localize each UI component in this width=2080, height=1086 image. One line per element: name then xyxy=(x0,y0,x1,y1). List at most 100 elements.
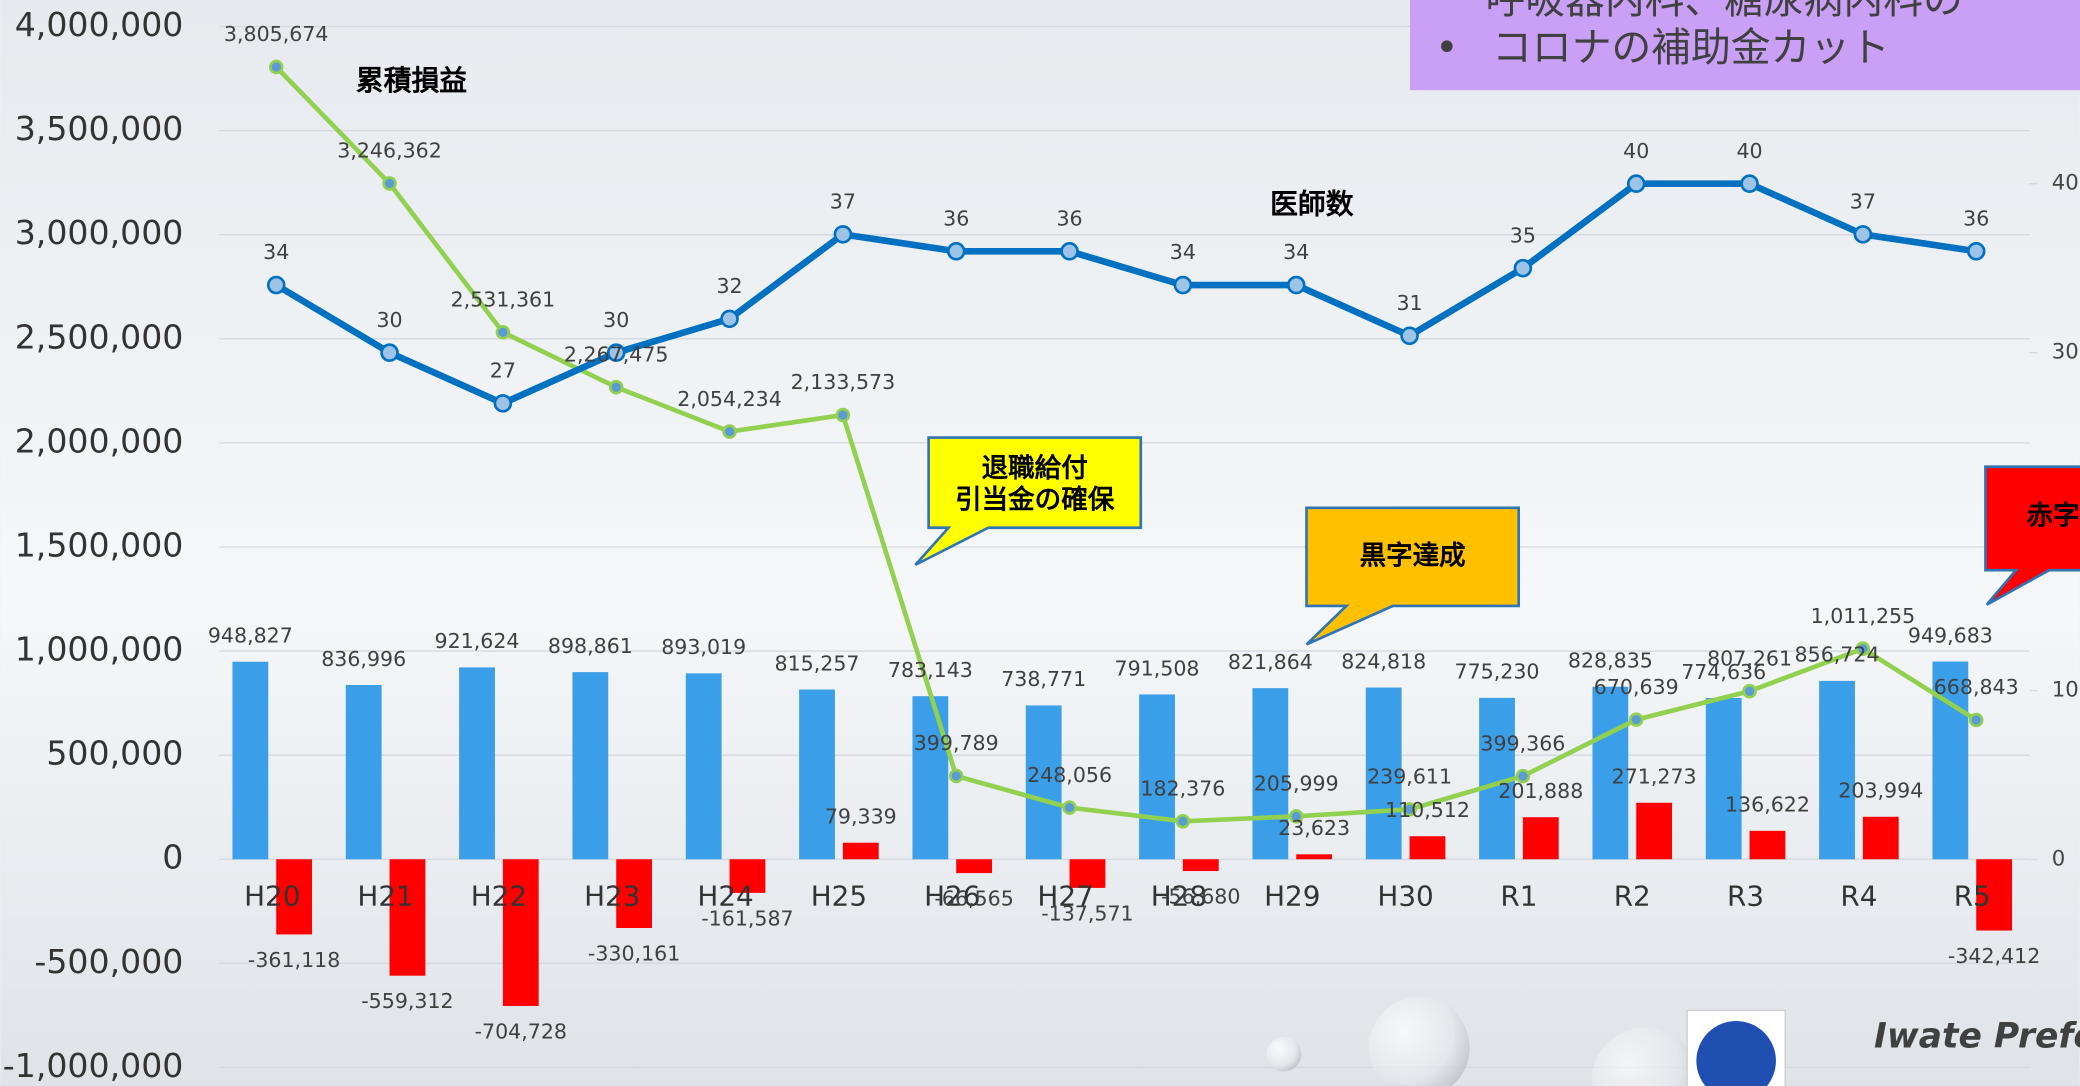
bar xyxy=(1252,688,1289,860)
y-tick-label: 1,500,000 xyxy=(15,525,184,564)
series-label: 医師数 xyxy=(1270,188,1354,221)
bar xyxy=(1705,697,1742,860)
data-label: 2,267,475 xyxy=(564,342,669,366)
y-tick-label: 1,000,000 xyxy=(15,630,184,669)
point xyxy=(1513,258,1533,278)
point xyxy=(1966,241,1986,261)
callout-orange: 黒字達成 xyxy=(1305,506,1521,646)
data-label: -66,565 xyxy=(934,887,1013,911)
x-tick-label: R3 xyxy=(1727,880,1764,913)
point xyxy=(946,241,966,261)
annotation: 赤字 xyxy=(2027,501,2080,532)
data-label: 1,011,255 xyxy=(1811,604,1916,628)
bar xyxy=(1182,859,1219,872)
data-label: 34 xyxy=(1170,240,1196,264)
point xyxy=(1062,800,1077,815)
point xyxy=(1628,712,1644,727)
bar xyxy=(1749,830,1786,860)
data-label: 182,376 xyxy=(1140,776,1225,800)
annotation: 黒字達成 xyxy=(1360,540,1466,571)
data-label: 40 xyxy=(1736,139,1762,163)
data-label: 856,724 xyxy=(1795,643,1880,667)
x-tick-label: R1 xyxy=(1500,880,1537,913)
point xyxy=(1968,712,1984,728)
data-label: 3,805,674 xyxy=(224,22,329,46)
point xyxy=(606,343,626,362)
data-label: 30 xyxy=(376,308,402,332)
line xyxy=(274,180,1977,407)
bar xyxy=(232,661,269,860)
data-label: 783,143 xyxy=(888,658,973,682)
data-label: 136,622 xyxy=(1725,793,1810,817)
bar xyxy=(616,859,653,928)
data-label: 271,273 xyxy=(1612,765,1697,789)
data-label: 239,611 xyxy=(1367,765,1452,789)
x-tick-label: R2 xyxy=(1614,880,1651,913)
y-tick-label: 3,500,000 xyxy=(15,109,184,148)
data-label: 32 xyxy=(716,274,742,298)
data-label: 40 xyxy=(1623,139,1649,163)
data-label: 2,531,361 xyxy=(451,287,556,311)
data-label: 774,636 xyxy=(1681,660,1766,684)
x-tick-label: H22 xyxy=(471,880,527,913)
data-label: 79,339 xyxy=(825,805,897,829)
y2-tick-label: 0 xyxy=(2052,847,2066,872)
bar xyxy=(729,859,766,893)
data-label: 34 xyxy=(263,240,289,264)
x-tick-label: H20 xyxy=(244,880,300,913)
y2-tick-label: 40 xyxy=(2052,171,2079,196)
data-label: -56,680 xyxy=(1161,885,1240,909)
data-label: 668,843 xyxy=(1934,675,2019,699)
data-label: 248,056 xyxy=(1027,763,1112,787)
data-label: 36 xyxy=(1056,206,1082,230)
point xyxy=(722,424,737,439)
side-box: 呼吸器内科、糖尿病内科の • コロナの補助金カット xyxy=(1409,0,2080,91)
data-label: 921,624 xyxy=(435,629,520,653)
x-tick-label: H27 xyxy=(1037,880,1093,913)
point xyxy=(608,379,624,395)
line xyxy=(274,65,1978,824)
y-tick-label: 2,500,000 xyxy=(15,317,184,356)
point xyxy=(1402,802,1417,817)
callout-yellow: 退職給付 引当金の確保 xyxy=(914,436,1143,567)
bar xyxy=(842,842,879,860)
bar xyxy=(1025,705,1062,860)
x-tick-label: H25 xyxy=(811,880,867,913)
point xyxy=(720,309,739,329)
point xyxy=(1400,326,1419,346)
y-tick-label: 2,000,000 xyxy=(15,421,184,460)
y-tick-label: 4,000,000 xyxy=(15,5,184,44)
y2-tick-label: 30 xyxy=(2052,340,2079,365)
bar xyxy=(1365,687,1402,860)
x-tick-label: H26 xyxy=(924,880,980,913)
data-label: 2,054,234 xyxy=(677,387,782,411)
point xyxy=(268,59,284,75)
bar xyxy=(1819,680,1855,860)
data-label: 836,996 xyxy=(321,647,406,671)
data-label: 824,818 xyxy=(1341,649,1426,673)
y-tick-label: -1,000,000 xyxy=(3,1046,184,1085)
data-label: 30 xyxy=(603,308,629,332)
y2-tick-label: 10 xyxy=(2052,678,2079,703)
data-label: 399,789 xyxy=(914,731,999,755)
x-tick-label: H28 xyxy=(1151,880,1207,913)
bar xyxy=(1976,859,2013,931)
point xyxy=(1175,813,1191,829)
point xyxy=(1626,174,1646,193)
data-label: -137,571 xyxy=(1041,901,1133,925)
bar xyxy=(799,689,835,860)
point xyxy=(1173,275,1193,295)
bar xyxy=(1409,836,1446,860)
data-label: 201,888 xyxy=(1498,779,1583,803)
bar xyxy=(502,859,539,1006)
data-label: 898,861 xyxy=(548,634,633,658)
y-tick-label: 0 xyxy=(162,838,183,877)
point xyxy=(1853,225,1873,244)
point xyxy=(1855,641,1871,657)
point xyxy=(1060,241,1079,261)
decoration: Iwate Prefe xyxy=(1266,997,2080,1086)
bar xyxy=(1522,817,1559,860)
data-label: 821,864 xyxy=(1228,650,1313,674)
